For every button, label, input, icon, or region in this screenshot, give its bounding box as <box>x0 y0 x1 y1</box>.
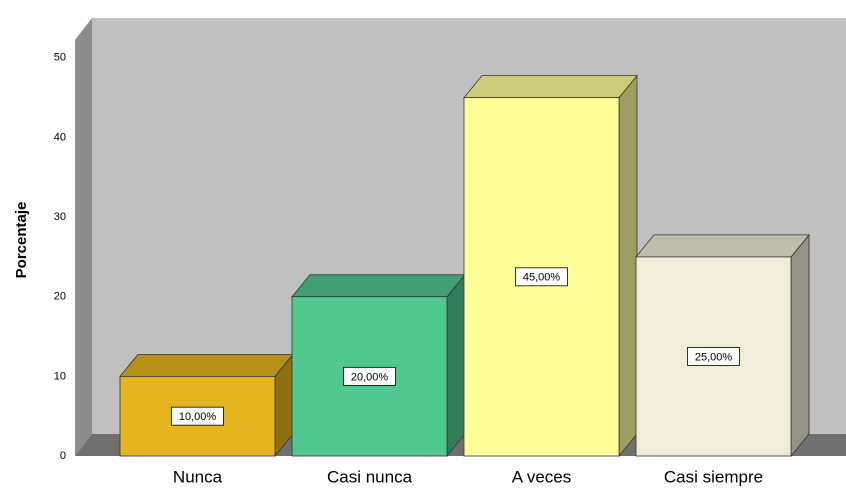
x-tick-label: A veces <box>512 467 572 486</box>
bar-top <box>119 353 294 377</box>
value-label: 20,00% <box>351 371 389 383</box>
y-tick-label: 20 <box>54 291 66 303</box>
y-tick-label: 30 <box>54 211 66 223</box>
bar-top <box>635 234 810 258</box>
bar-top <box>291 274 466 298</box>
value-label-box <box>687 347 740 366</box>
bar-top <box>463 75 638 99</box>
x-tick-label: Casi nunca <box>327 467 413 486</box>
bar-side <box>790 233 810 458</box>
y-tick-label: 0 <box>60 450 66 462</box>
value-label-box <box>343 366 396 386</box>
y-tick-label: 50 <box>54 52 66 64</box>
value-label: 10,00% <box>179 411 217 423</box>
x-tick-label: Casi siempre <box>664 467 763 486</box>
value-label-box <box>171 406 224 426</box>
y-axis-label: Porcentaje <box>13 202 30 279</box>
value-label: 45,00% <box>523 272 561 284</box>
x-tick-label: Nunca <box>173 467 223 486</box>
bar-side <box>618 74 638 458</box>
bar-side <box>446 273 466 458</box>
y-tick-label: 10 <box>54 370 66 382</box>
value-label-box <box>515 267 568 287</box>
y-tick-label: 40 <box>54 131 66 143</box>
left-wall <box>75 18 92 456</box>
value-label: 25,00% <box>695 351 733 363</box>
